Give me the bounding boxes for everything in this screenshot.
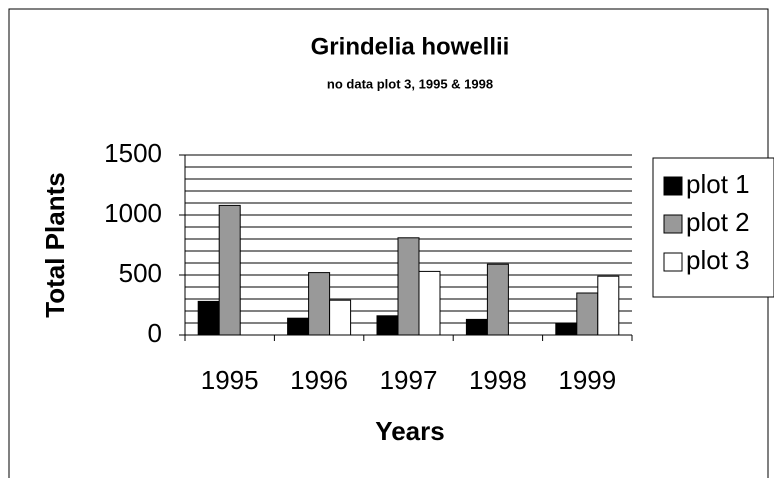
y-tick-label: 500 bbox=[119, 258, 162, 288]
bar bbox=[197, 300, 220, 336]
bar bbox=[576, 292, 599, 336]
chart-title: Grindelia howellii bbox=[311, 33, 510, 60]
y-tick-label: 0 bbox=[148, 318, 162, 348]
y-axis-label: Total Plants bbox=[40, 172, 70, 317]
bar bbox=[597, 275, 620, 336]
x-tick-label: 1999 bbox=[558, 365, 616, 395]
legend-swatch bbox=[663, 252, 683, 272]
x-tick-label: 1996 bbox=[290, 365, 348, 395]
bar bbox=[397, 237, 420, 336]
y-tick-label: 1500 bbox=[104, 138, 162, 168]
bar bbox=[308, 272, 331, 336]
legend-label: plot 2 bbox=[686, 207, 750, 237]
bar bbox=[329, 299, 352, 336]
bar bbox=[376, 315, 399, 336]
chart-frame bbox=[8, 8, 769, 478]
y-tick-label: 1000 bbox=[104, 198, 162, 228]
chart-subtitle: no data plot 3, 1995 & 1998 bbox=[327, 76, 493, 91]
legend-swatch bbox=[663, 214, 683, 234]
x-tick-label: 1998 bbox=[469, 365, 527, 395]
legend-label: plot 3 bbox=[686, 245, 750, 275]
bar bbox=[218, 204, 241, 336]
bar bbox=[465, 318, 488, 336]
legend-label: plot 1 bbox=[686, 169, 750, 199]
x-tick-label: 1995 bbox=[201, 365, 259, 395]
legend-swatch bbox=[663, 176, 683, 196]
x-axis-label: Years bbox=[375, 416, 444, 446]
x-tick-label: 1997 bbox=[380, 365, 438, 395]
bar bbox=[287, 317, 310, 336]
bar bbox=[486, 263, 509, 336]
bar bbox=[555, 322, 578, 336]
bar bbox=[418, 270, 441, 336]
